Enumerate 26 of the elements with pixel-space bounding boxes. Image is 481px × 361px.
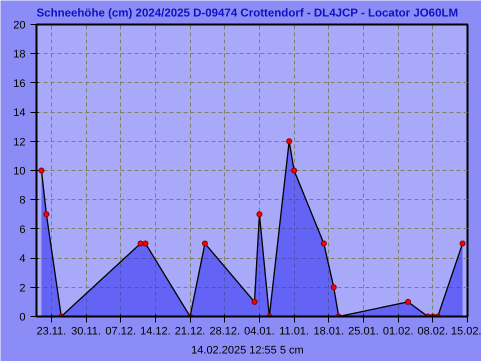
y-tick-label: 6 — [19, 224, 26, 236]
y-tick-label: 12 — [13, 136, 26, 148]
text: 14.02.2025 12:55 5 cm — [191, 344, 304, 356]
x-tick-label: 01.02. — [382, 326, 414, 338]
x-tick-label: 23.11. — [36, 326, 66, 338]
x-tick-label: 28.12. — [209, 326, 240, 338]
y-tick-label: 2 — [19, 282, 26, 294]
x-tick-label: 07.12. — [105, 326, 136, 338]
y-tick-label: 10 — [13, 166, 26, 178]
x-tick-label: 08.02. — [418, 326, 448, 338]
x-tick-label: 30.11. — [71, 326, 101, 338]
x-tick-label: 14.12. — [140, 326, 171, 338]
x-tick-label: 15.02. — [450, 326, 481, 338]
y-tick-label: 4 — [19, 253, 26, 266]
y-tick-label: 16 — [13, 78, 26, 90]
chart-title: Schneehöhe (cm) 2024/2025 D-09474 Crottendorf - DL4JCP - Locator JO60LM — [36, 8, 458, 20]
x-tick-label: 18.01. — [313, 326, 344, 338]
y-tick-label: 8 — [19, 194, 26, 207]
x-tick-label: 04.01. — [244, 326, 275, 338]
y-tick-label: 20 — [13, 20, 26, 32]
y-tick-label: 18 — [13, 48, 26, 61]
x-tick-label: 11.01. — [279, 326, 310, 338]
x-tick-label: 25.01. — [348, 326, 379, 338]
y-tick-label: 14 — [13, 107, 26, 120]
y-tick-label: 0 — [19, 312, 26, 324]
x-tick-label: 21.12. — [174, 326, 206, 338]
